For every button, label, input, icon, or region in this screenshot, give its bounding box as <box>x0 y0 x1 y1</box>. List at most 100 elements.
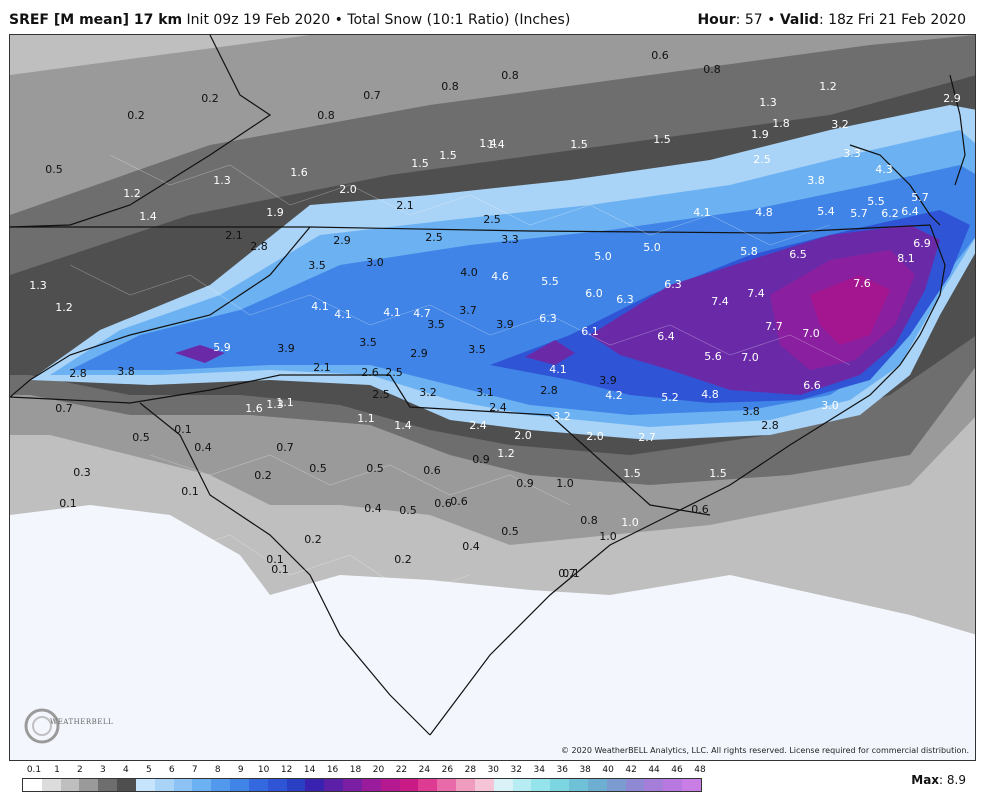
snow-value-label: 3.5 <box>427 318 445 331</box>
legend-tick-label: 8 <box>214 765 221 775</box>
snow-value-label: 0.6 <box>423 464 441 477</box>
legend-swatch <box>569 779 588 791</box>
legend-swatch <box>211 779 231 791</box>
snow-value-label: 0.4 <box>194 441 212 454</box>
snow-value-label: 1.2 <box>123 187 141 200</box>
legend-swatch <box>324 779 344 791</box>
va-nc-border <box>10 224 931 234</box>
snow-value-label: 0.8 <box>703 63 721 76</box>
legend-tick-label: 6 <box>168 765 175 775</box>
legend-tick-label: 10 <box>257 765 270 775</box>
snow-value-label: 3.3 <box>843 147 861 160</box>
legend-swatch <box>456 779 475 791</box>
snow-value-label: 3.8 <box>117 365 135 378</box>
snow-value-label: 2.4 <box>489 401 507 414</box>
snow-value-label: 1.6 <box>245 402 263 415</box>
snow-value-label: 2.8 <box>540 384 558 397</box>
snow-value-label: 0.6 <box>450 495 468 508</box>
max-label: Max <box>911 773 940 787</box>
snow-value-label: 5.4 <box>817 205 835 218</box>
snow-value-label: 0.3 <box>73 466 91 479</box>
county-line <box>69 264 851 366</box>
snow-value-label: 7.4 <box>711 295 729 308</box>
snow-value-label: 1.1 <box>357 412 375 425</box>
legend-swatch <box>173 779 193 791</box>
snow-value-label: 6.4 <box>901 205 919 218</box>
snow-value-label: 4.1 <box>334 308 352 321</box>
legend-tick-label: 14 <box>303 765 316 775</box>
legend-swatch <box>305 779 325 791</box>
snow-value-label: 3.0 <box>366 256 384 269</box>
snow-value-label: 0.4 <box>364 502 382 515</box>
snow-value-label: 0.8 <box>441 80 459 93</box>
snow-value-label: 4.2 <box>605 389 623 402</box>
snow-value-label: 0.5 <box>501 525 519 538</box>
legend-tick-label: 1 <box>54 765 60 775</box>
legend-swatch <box>41 779 61 791</box>
snow-value-label: 1.9 <box>751 128 769 141</box>
snow-value-label: 0.6 <box>691 503 709 516</box>
legend-swatch <box>361 779 381 791</box>
snow-value-label: 1.4 <box>487 138 505 151</box>
snow-value-label: 2.4 <box>469 419 487 432</box>
legend-swatch <box>399 779 419 791</box>
snow-value-label: 4.3 <box>875 163 893 176</box>
legend-swatch <box>418 779 438 791</box>
snow-value-label: 2.0 <box>586 430 604 443</box>
wv-va-border <box>10 35 272 228</box>
snow-value-label: 3.0 <box>821 399 839 412</box>
snow-value-label: 2.0 <box>514 429 532 442</box>
chesapeake-coast <box>849 144 941 226</box>
snow-value-label: 1.4 <box>139 210 157 223</box>
snow-value-label: 2.8 <box>250 240 268 253</box>
snow-value-label: 0.5 <box>309 462 327 475</box>
legend-tick-label: 0.1 <box>26 765 42 775</box>
snow-value-label: 1.3 <box>266 398 284 411</box>
snow-value-label: 0.5 <box>399 504 417 517</box>
legend-swatch <box>437 779 457 791</box>
model-name: SREF [M mean] 17 km <box>9 12 183 28</box>
legend-tick-label: 22 <box>395 765 408 775</box>
snow-value-label: 0.2 <box>127 109 145 122</box>
snow-value-label: 5.5 <box>867 195 885 208</box>
snow-value-label: 2.5 <box>483 213 501 226</box>
snow-value-label: 1.6 <box>290 166 308 179</box>
snow-value-label: 0.1 <box>59 497 77 510</box>
color-legend: 0.1 1 2 3 4 5 6 7 8 9 10 12 14 16 18 20 22 24 26 28 30 32 34 36… <box>22 765 706 801</box>
snow-value-label: 0.1 <box>174 423 192 436</box>
snow-value-label: 1.5 <box>709 467 727 480</box>
snow-value-label: 0.6 <box>651 49 669 62</box>
snow-value-label: 0.8 <box>317 109 335 122</box>
snow-value-label: 1.3 <box>29 279 47 292</box>
snow-value-label: 6.3 <box>539 312 557 325</box>
snow-value-label: 0.1 <box>271 563 289 576</box>
snow-value-label: 7.0 <box>741 351 759 364</box>
max-value: : 8.9 <box>939 773 966 787</box>
snow-value-label: 1.4 <box>479 137 497 150</box>
snow-value-label: 1.5 <box>439 149 457 162</box>
county-line <box>109 534 471 596</box>
snow-value-label: 2.1 <box>313 361 331 374</box>
snow-value-label: 4.0 <box>460 266 478 279</box>
atlantic-coastline <box>429 224 946 736</box>
legend-swatch <box>98 779 118 791</box>
snow-value-label: 0.9 <box>472 453 490 466</box>
legend-swatch <box>117 779 136 791</box>
legend-swatch <box>587 779 607 791</box>
snow-value-label: 1.2 <box>819 80 837 93</box>
snow-value-label: 5.2 <box>661 391 679 404</box>
legend-swatch <box>60 779 80 791</box>
snow-value-label: 6.1 <box>581 325 599 338</box>
legend-swatch <box>380 779 400 791</box>
snow-value-label: 1.4 <box>394 419 412 432</box>
header: SREF [M mean] 17 km Init 09z 19 Feb 2020… <box>0 0 984 34</box>
snow-value-label: 2.5 <box>385 366 403 379</box>
legend-swatch <box>681 779 701 791</box>
snow-value-label: 3.2 <box>553 410 571 423</box>
legend-swatch <box>192 779 212 791</box>
snow-value-label: 1.5 <box>623 467 641 480</box>
snow-value-label: 4.6 <box>491 270 509 283</box>
product-name: Total Snow (10:1 Ratio) (Inches) <box>347 12 571 28</box>
hour-label: Hour <box>697 12 736 28</box>
snowfall-map: 0.2 0.2 0.7 0.8 0.8 0.8 0.6 0.8 0.5 1.2 1.4 1.3 1.6 1… <box>9 34 976 761</box>
